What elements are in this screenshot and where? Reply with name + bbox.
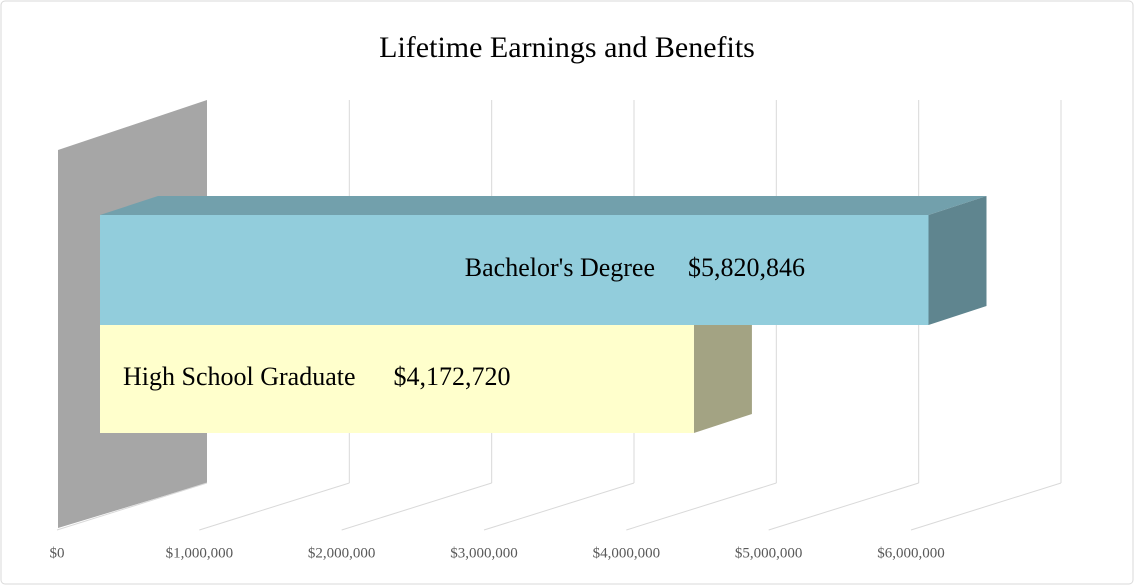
floor-line	[199, 482, 350, 531]
bar-top	[100, 196, 987, 215]
bar-side	[693, 306, 752, 433]
data-label: $4,172,720	[394, 362, 511, 391]
x-tick-label: $2,000,000	[308, 545, 376, 561]
floor-line	[626, 482, 777, 531]
x-tick-label: $1,000,000	[166, 545, 234, 561]
floor-line	[341, 482, 492, 531]
x-tick-label: $4,000,000	[593, 545, 661, 561]
floor-line	[768, 482, 919, 531]
x-tick-label: $3,000,000	[450, 545, 518, 561]
floor-line	[483, 482, 635, 531]
category-label: High School Graduate	[123, 362, 356, 391]
data-label: $5,820,846	[688, 253, 805, 282]
x-tick-label: $5,000,000	[735, 545, 803, 561]
x-tick-label: $0	[50, 545, 65, 561]
bar	[100, 325, 694, 433]
bar	[100, 215, 929, 325]
floor-line	[910, 482, 1062, 531]
bar-side	[928, 196, 987, 325]
floor-line	[56, 482, 208, 531]
chart-title: Lifetime Earnings and Benefits	[379, 31, 755, 64]
category-label: Bachelor's Degree	[465, 253, 655, 282]
x-tick-label: $6,000,000	[877, 545, 945, 561]
